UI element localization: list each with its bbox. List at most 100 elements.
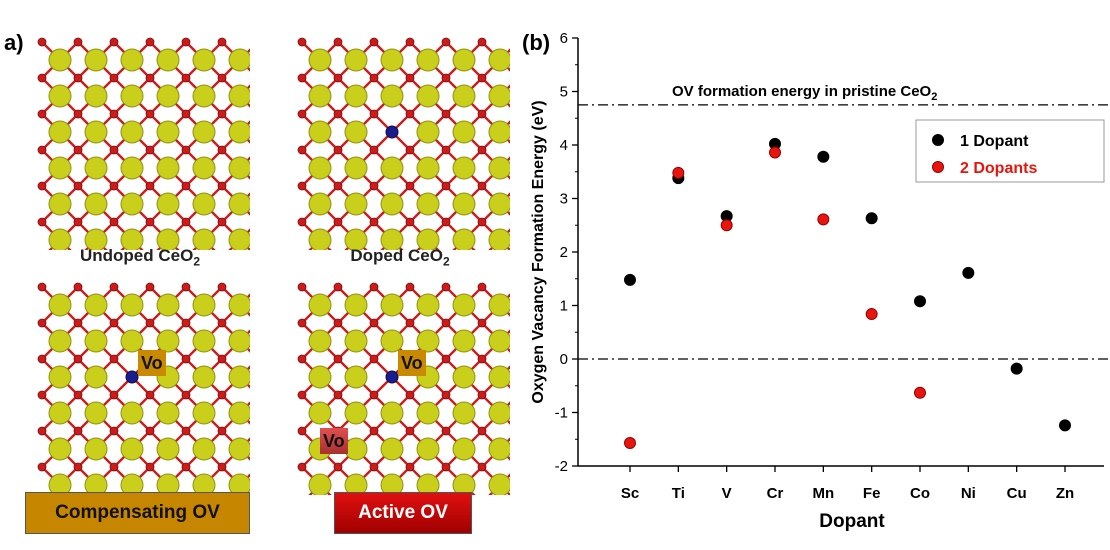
ce-atom <box>380 48 404 72</box>
o-atom <box>369 426 379 436</box>
o-atom <box>109 73 119 83</box>
ce-atom <box>192 48 216 72</box>
x-tick-label: Mn <box>812 485 834 502</box>
ce-atom <box>120 120 144 144</box>
ce-atom <box>380 192 404 216</box>
o-atom <box>297 354 307 364</box>
x-tick-label: Sc <box>621 485 639 502</box>
panel-a-label: a) <box>4 30 24 55</box>
ce-atom <box>192 156 216 180</box>
ce-atom <box>308 473 332 495</box>
o-atom <box>369 354 379 364</box>
o-atom <box>477 217 487 227</box>
o-atom <box>181 462 191 472</box>
o-atom <box>477 390 487 400</box>
x-tick-label: Cu <box>1007 485 1027 502</box>
ce-atom <box>156 120 180 144</box>
ce-atom <box>380 437 404 461</box>
o-atom <box>333 37 343 47</box>
data-point-1-dopant <box>817 150 830 163</box>
o-atom <box>477 282 487 292</box>
ce-atom <box>192 120 216 144</box>
x-tick-label: Ti <box>672 485 685 502</box>
ce-atom <box>84 156 108 180</box>
o-atom <box>181 282 191 292</box>
ce-atom <box>308 293 332 317</box>
o-atom <box>73 37 83 47</box>
ce-atom <box>192 365 216 389</box>
banner-compensating-ov: Compensating OV <box>25 492 250 534</box>
ce-atom <box>452 293 476 317</box>
o-atom <box>37 462 47 472</box>
o-atom <box>297 37 307 47</box>
caption-doped: Doped CeO2 <box>290 246 510 268</box>
x-axis-title: Dopant <box>819 511 885 532</box>
o-atom <box>73 217 83 227</box>
ce-atom <box>488 293 510 317</box>
o-atom <box>145 217 155 227</box>
y-tick-label: 4 <box>560 137 568 154</box>
o-atom <box>109 217 119 227</box>
x-tick-label: Fe <box>863 485 881 502</box>
ce-atom <box>488 84 510 108</box>
o-atom <box>109 426 119 436</box>
ce-atom <box>84 48 108 72</box>
o-atom <box>441 282 451 292</box>
vo-label-compensating: Vo <box>138 350 166 376</box>
o-atom <box>37 426 47 436</box>
ce-atom <box>192 192 216 216</box>
ce-atom <box>308 365 332 389</box>
ce-atom <box>344 84 368 108</box>
o-atom <box>369 37 379 47</box>
ce-atom <box>156 48 180 72</box>
ce-atom <box>488 437 510 461</box>
ce-atom <box>192 473 216 495</box>
ce-atom <box>120 84 144 108</box>
o-atom <box>369 318 379 328</box>
o-atom <box>145 73 155 83</box>
o-atom <box>181 145 191 155</box>
o-atom <box>477 109 487 119</box>
data-point-1-dopant <box>624 273 636 286</box>
ce-atom <box>84 329 108 353</box>
ce-atom <box>452 329 476 353</box>
ce-atom <box>228 293 250 317</box>
ce-atom <box>84 120 108 144</box>
ce-atom <box>120 228 144 250</box>
ce-atom <box>48 228 72 250</box>
o-atom <box>369 217 379 227</box>
o-atom <box>477 426 487 436</box>
vo-label-active-2: Vo <box>320 428 348 454</box>
ce-atom <box>416 228 440 250</box>
o-atom <box>73 181 83 191</box>
o-atom <box>37 217 47 227</box>
ce-atom <box>308 329 332 353</box>
ce-atom <box>488 156 510 180</box>
o-atom <box>441 181 451 191</box>
ce-atom <box>488 329 510 353</box>
o-atom <box>333 145 343 155</box>
lattice-svg-doped <box>297 37 510 250</box>
ce-atom <box>48 48 72 72</box>
ce-atom <box>156 228 180 250</box>
ce-atom <box>120 437 144 461</box>
o-atom <box>297 282 307 292</box>
vo-label-active-1: Vo <box>398 350 426 376</box>
caption-undoped-text: Undoped CeO <box>79 246 194 265</box>
ce-atom <box>48 120 72 144</box>
ce-atom <box>488 228 510 250</box>
ce-atom <box>192 401 216 425</box>
y-tick-label: -2 <box>555 458 568 475</box>
o-atom <box>333 109 343 119</box>
o-atom <box>333 318 343 328</box>
o-atom <box>297 217 307 227</box>
y-tick-label: 6 <box>560 30 568 47</box>
o-atom <box>333 282 343 292</box>
formation-energy-chart: -2 -1 0 1 2 3 4 5 6 Sc Ti V Cr Mn Fe Co Ni Cu Zn Oxygen Va… <box>530 30 1110 532</box>
o-atom <box>109 37 119 47</box>
ce-atom <box>452 48 476 72</box>
dopant-atom <box>125 370 139 384</box>
o-atom <box>217 426 227 436</box>
o-atom <box>145 318 155 328</box>
ce-atom <box>380 329 404 353</box>
